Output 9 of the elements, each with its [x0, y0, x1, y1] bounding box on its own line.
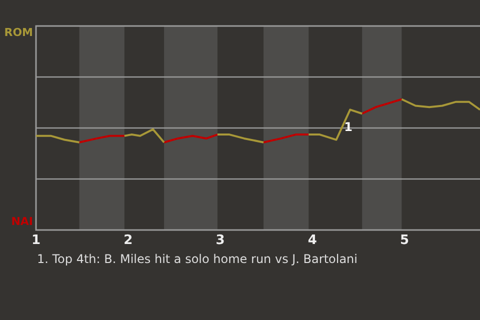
text: NAI	[11, 214, 33, 228]
x-tick-label: 5	[400, 233, 409, 248]
annotation: 1	[344, 120, 352, 134]
x-tick-label: 2	[124, 233, 133, 248]
x-tick-label: 4	[308, 233, 317, 248]
text: 1. Top 4th: B. Miles hit a solo home run vs J. Bartolani	[37, 252, 358, 266]
x-tick-label: 3	[216, 233, 225, 248]
x-tick-label: 1	[31, 233, 41, 248]
text: ROM	[4, 26, 33, 39]
